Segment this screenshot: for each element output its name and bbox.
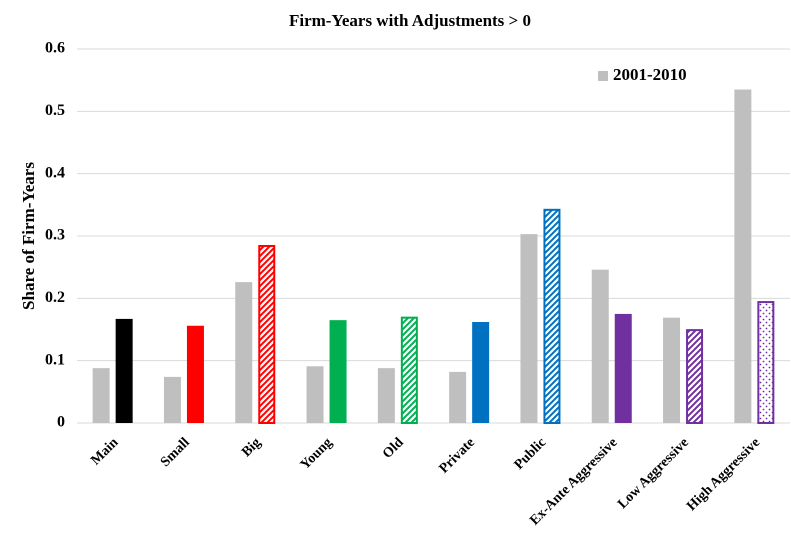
x-tick-label: Public [512,435,550,473]
y-tick-label: 0.3 [45,227,65,244]
bar [663,317,681,423]
bar [163,376,181,423]
x-tick-label: Main [88,435,121,468]
bar [472,322,490,423]
y-tick-label: 0.2 [45,289,65,306]
bar [186,325,204,423]
y-tick-label: 0.6 [45,40,65,57]
y-axis-label: Share of Firm-Years [19,162,38,310]
x-tick-label: Old [380,435,407,462]
chart-title: Firm-Years with Adjustments > 0 [289,11,531,30]
y-tick-label: 0.5 [45,102,65,119]
bar [686,329,704,424]
x-tick-label: Private [437,435,478,476]
bar [92,368,110,423]
bar [734,89,752,424]
bar [377,368,395,423]
bar [543,208,561,424]
bar [115,318,133,423]
x-tick-label: Big [239,435,264,460]
bar [400,316,418,425]
y-tick-label: 0.4 [45,164,65,181]
x-tick-label: Young [298,435,336,473]
bar [449,371,467,423]
bar [235,282,253,423]
legend-swatch [598,71,608,81]
x-tick-label: High Aggressive [684,435,763,514]
legend-label: 2001-2010 [613,65,687,84]
y-tick-label: 0.1 [45,351,65,368]
bar [757,301,775,424]
bar [591,269,609,423]
bar [329,320,347,423]
x-tick-label: Small [158,435,193,470]
y-tick-label: 0 [57,414,65,431]
x-tick-label: Low Aggressive [615,435,692,512]
bar [520,234,538,423]
bar [258,244,276,424]
bar [306,366,324,423]
bar [614,313,632,423]
